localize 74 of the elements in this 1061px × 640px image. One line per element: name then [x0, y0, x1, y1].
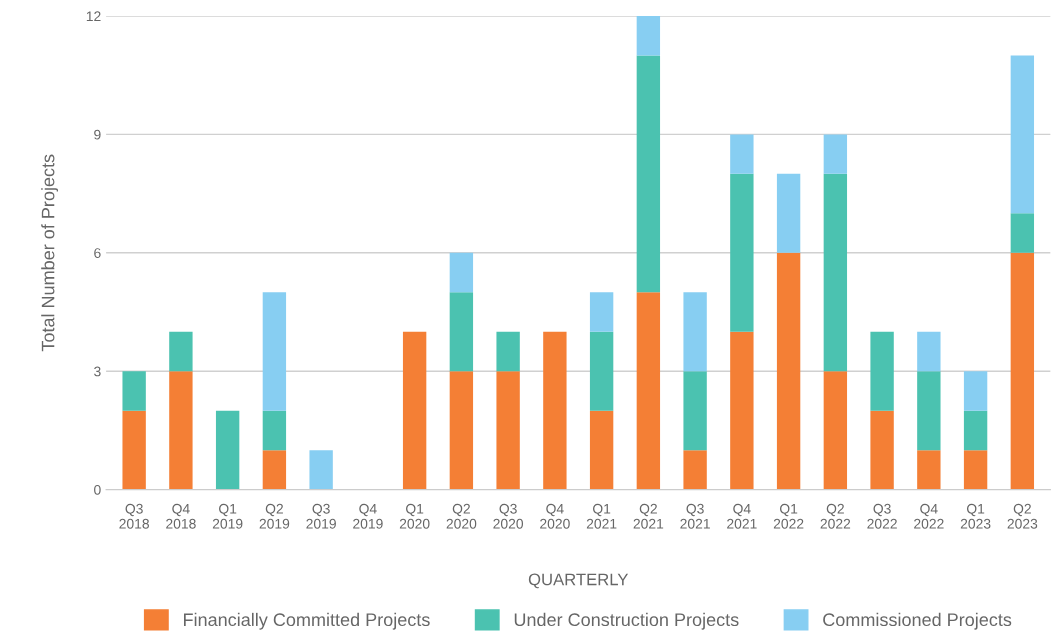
x-tick-label: Q1 2022	[773, 503, 804, 529]
x-tick-label: Q1 2020	[399, 503, 430, 529]
bar	[122, 371, 146, 411]
x-tick-label: Q4 2019	[353, 503, 383, 529]
bar	[963, 371, 988, 411]
bar	[169, 331, 193, 372]
bar	[683, 450, 707, 490]
x-tick-label: Q3 2020	[493, 503, 524, 529]
bar	[823, 173, 848, 372]
x-tick-label: Q3 2022	[867, 503, 897, 529]
bar	[215, 410, 240, 490]
bar	[262, 410, 287, 451]
x-tick-label: Q1 2021	[586, 503, 617, 529]
x-tick-label: Q2 2022	[820, 503, 851, 529]
bar	[496, 371, 520, 490]
bar	[122, 410, 146, 490]
bar	[1010, 55, 1035, 214]
legend-label: Commissioned Projects	[823, 612, 1012, 630]
bar	[169, 371, 193, 490]
bar	[543, 331, 567, 490]
bar	[730, 173, 754, 332]
bar	[1010, 252, 1035, 490]
x-tick-label: Q3 2019	[306, 503, 336, 529]
bar	[589, 410, 614, 490]
bar	[776, 173, 801, 253]
bar	[636, 292, 661, 490]
x-tick-label: Q3 2021	[680, 503, 710, 529]
x-tick-label: Q2 2021	[633, 503, 664, 529]
bar	[402, 331, 427, 490]
bar	[730, 331, 754, 490]
bar	[449, 371, 474, 490]
bar	[449, 252, 474, 293]
x-tick-label: Q1 2023	[960, 503, 991, 529]
bar	[963, 410, 988, 451]
bar	[449, 292, 474, 372]
x-tick-label: Q2 2020	[446, 503, 477, 529]
y-tick-label: 3	[94, 366, 101, 377]
bar	[963, 450, 988, 490]
bar	[776, 252, 801, 490]
legend-label: Financially Committed Projects	[184, 612, 430, 630]
x-tick-label: Q4 2020	[540, 503, 570, 529]
bar	[917, 450, 941, 490]
bar	[262, 450, 287, 490]
bar	[683, 371, 707, 451]
bar	[917, 371, 941, 451]
bar	[636, 16, 661, 56]
bar	[589, 331, 614, 411]
y-tick-label: 9	[94, 129, 101, 140]
x-axis-title: QUARTERLY	[528, 573, 629, 589]
bar	[589, 292, 614, 332]
x-tick-label: Q4 2021	[727, 503, 757, 529]
bar	[262, 292, 287, 411]
bar	[917, 331, 941, 372]
bar	[870, 410, 894, 490]
bar	[636, 55, 661, 293]
x-tick-label: Q2 2019	[259, 503, 290, 529]
x-tick-label: Q3 2018	[119, 503, 149, 529]
bar	[309, 450, 333, 490]
x-tick-label: Q2 2023	[1007, 503, 1038, 529]
legend-label: Under Construction Projects	[514, 612, 739, 630]
x-tick-label: Q4 2018	[166, 503, 196, 529]
y-axis-title: Total Number of Projects	[41, 154, 59, 352]
bar	[870, 331, 894, 411]
y-tick-label: 12	[86, 11, 101, 22]
bar	[823, 371, 848, 490]
y-tick-label: 0	[94, 484, 101, 495]
y-tick-label: 6	[94, 248, 101, 258]
bar	[683, 292, 707, 372]
bar	[823, 134, 848, 174]
bar	[496, 331, 520, 372]
x-tick-label: Q4 2022	[914, 503, 944, 529]
bar	[730, 134, 754, 174]
x-tick-label: Q1 2019	[212, 503, 243, 529]
bar	[1010, 213, 1035, 253]
